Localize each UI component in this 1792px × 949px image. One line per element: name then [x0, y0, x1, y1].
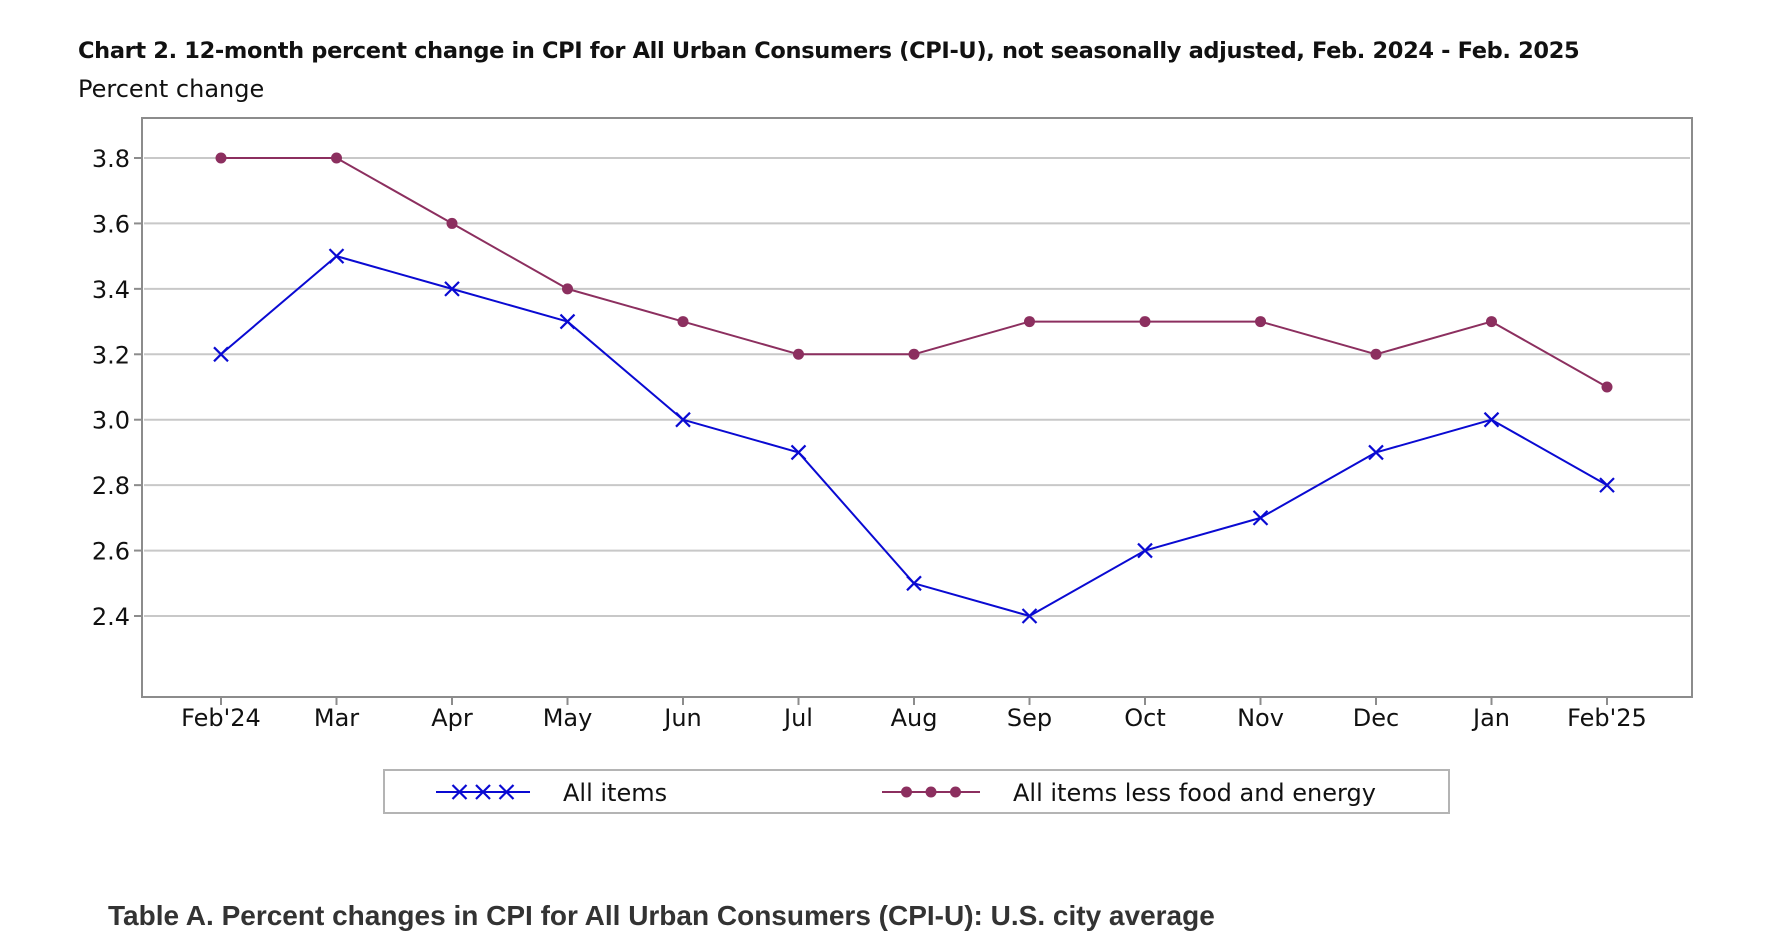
data-point — [677, 316, 689, 328]
y-tick-label: 3.8 — [92, 145, 130, 173]
x-tick-label: Jul — [782, 704, 813, 732]
x-tick-label: May — [543, 704, 593, 732]
y-axis: 2.4 2.6 2.8 3.0 3.2 3.4 3.6 3.8 — [92, 145, 142, 631]
plot-frame — [141, 117, 1693, 698]
legend-label: All items less food and energy — [1013, 779, 1376, 807]
data-point — [562, 283, 573, 295]
line-chart: 2.4 2.6 2.8 3.0 3.2 3.4 3.6 3.8 Feb'24 Mar Apr May… — [92, 117, 1693, 814]
legend-marker — [950, 786, 961, 798]
data-point — [1370, 348, 1382, 360]
legend-marker — [451, 784, 468, 800]
chart-title: Chart 2. 12-month percent change in CPI … — [78, 38, 1580, 64]
data-point — [1137, 542, 1153, 559]
series-0 — [213, 248, 1615, 624]
data-point — [1024, 316, 1035, 328]
legend-item: All items — [436, 779, 667, 807]
data-point — [1139, 316, 1151, 328]
legend-marker — [901, 786, 912, 798]
data-point — [675, 411, 691, 428]
data-point — [1483, 411, 1500, 428]
chart-subtitle: Percent change — [78, 75, 265, 103]
x-tick-label: Jan — [1471, 704, 1510, 732]
y-tick-label: 2.6 — [92, 538, 130, 566]
legend-label: All items — [563, 779, 667, 807]
x-tick-label: Nov — [1237, 704, 1284, 732]
series-line — [220, 255, 1608, 617]
legend-marker — [498, 784, 515, 800]
x-tick-label: Feb'24 — [181, 704, 261, 732]
x-tick-label: Jun — [662, 704, 702, 732]
data-point — [908, 348, 920, 360]
data-point — [446, 217, 458, 229]
data-point — [444, 281, 460, 297]
y-tick-label: 2.4 — [92, 603, 130, 631]
legend-item: All items less food and energy — [882, 779, 1376, 807]
data-point — [331, 152, 342, 164]
data-point — [1252, 510, 1269, 526]
data-point — [1601, 381, 1613, 393]
data-point — [1021, 608, 1038, 624]
x-tick-label: Dec — [1353, 704, 1399, 732]
y-tick-label: 2.8 — [92, 472, 130, 500]
data-point — [1599, 477, 1615, 493]
data-point — [1486, 316, 1497, 328]
data-point — [213, 346, 229, 363]
series — [213, 152, 1615, 624]
x-tick-label: Feb'25 — [1567, 704, 1647, 732]
x-axis: Feb'24 Mar Apr May Jun Jul Aug Sep Oct Nov Dec Jan F… — [181, 697, 1647, 732]
y-tick-label: 3.2 — [92, 341, 130, 369]
data-point — [790, 444, 807, 461]
data-point — [328, 248, 345, 264]
table-a-heading: Table A. Percent changes in CPI for All … — [108, 900, 1215, 931]
x-tick-label: Oct — [1124, 704, 1166, 732]
gridlines — [144, 157, 1690, 617]
data-point — [906, 575, 922, 592]
x-tick-label: Sep — [1007, 704, 1052, 732]
data-point — [793, 348, 804, 360]
y-tick-label: 3.6 — [92, 210, 130, 238]
data-point — [215, 152, 227, 164]
series-1 — [215, 152, 1613, 393]
x-tick-label: Aug — [891, 704, 938, 732]
data-point — [1255, 316, 1266, 328]
x-tick-label: Apr — [431, 704, 473, 732]
data-point — [559, 313, 576, 330]
y-tick-label: 3.0 — [92, 407, 130, 435]
legend-marker — [475, 784, 491, 800]
legend-marker — [925, 786, 937, 798]
x-tick-label: Mar — [314, 704, 359, 732]
y-tick-label: 3.4 — [92, 276, 130, 304]
data-point — [1368, 444, 1384, 461]
legend: All items All items less food and energy — [383, 769, 1450, 814]
